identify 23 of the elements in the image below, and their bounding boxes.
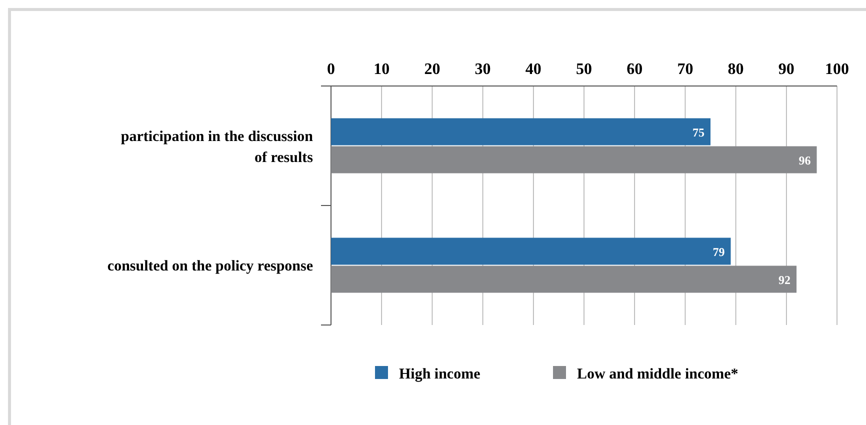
- data-label: 96: [798, 153, 811, 168]
- y-tick-label: participation in the discussion of results: [120, 129, 314, 166]
- x-tick-label: 90: [778, 61, 794, 78]
- bar: [331, 146, 817, 174]
- bar: [331, 238, 731, 265]
- x-tick-label: 40: [525, 61, 542, 78]
- bar: [331, 266, 797, 293]
- x-tick-label: 50: [576, 61, 592, 78]
- bar: [331, 118, 710, 146]
- x-tick-label: 80: [728, 61, 744, 78]
- x-tick-label: 60: [626, 61, 643, 78]
- x-tick-label: 70: [677, 61, 694, 78]
- x-tick-label: 30: [474, 61, 491, 78]
- y-tick-label: consulted on the policy response: [107, 258, 314, 274]
- data-label: 92: [778, 272, 791, 287]
- legend-label: High income: [399, 366, 481, 382]
- legend-label: Low and middle income*: [577, 366, 738, 382]
- x-tick-label: 20: [424, 61, 440, 78]
- x-tick-label: 10: [374, 61, 390, 78]
- x-tick-label: 0: [327, 61, 335, 78]
- data-label: 79: [712, 244, 725, 259]
- data-label: 75: [692, 125, 704, 140]
- x-tick-label: 100: [825, 61, 849, 78]
